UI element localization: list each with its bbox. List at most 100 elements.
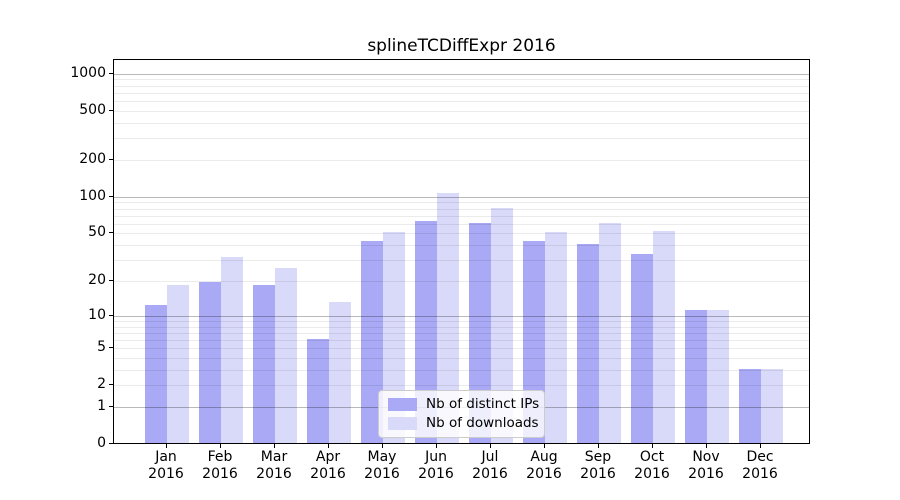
x-tick-month: Jan <box>155 449 177 465</box>
gridline-minor <box>114 215 809 217</box>
x-tick-mark <box>490 444 491 448</box>
x-tick-month: Nov <box>692 449 720 465</box>
x-tick-label: Apr 2016 <box>286 449 370 483</box>
gridline-minor <box>114 339 809 341</box>
x-tick-label: May 2016 <box>340 449 424 483</box>
bar-downloads <box>221 257 243 443</box>
x-tick-label: Jan 2016 <box>124 449 208 483</box>
gridline-minor <box>114 122 809 124</box>
x-tick-mark <box>166 444 167 448</box>
gridline-major <box>114 73 809 75</box>
x-tick-year: 2016 <box>580 466 616 482</box>
bar-downloads <box>437 192 459 443</box>
bar-distinct-ips <box>361 241 383 443</box>
bar-distinct-ips <box>253 285 275 443</box>
x-tick-label: Jun 2016 <box>394 449 478 483</box>
gridline-minor <box>114 369 809 371</box>
legend-swatch-distinct-ips <box>388 398 417 411</box>
gridline-minor <box>114 233 809 235</box>
x-tick-year: 2016 <box>148 466 184 482</box>
y-tick-mark <box>109 443 113 445</box>
x-tick-year: 2016 <box>472 466 508 482</box>
x-tick-year: 2016 <box>742 466 778 482</box>
x-tick-mark <box>706 444 707 448</box>
gridline-major <box>114 196 809 198</box>
x-tick-mark <box>328 444 329 448</box>
x-tick-year: 2016 <box>256 466 292 482</box>
x-tick-month: Jun <box>425 449 447 465</box>
gridline-minor <box>114 332 809 334</box>
y-tick-label: 50 <box>88 224 106 241</box>
x-tick-label: Jul 2016 <box>448 449 532 483</box>
bar-distinct-ips <box>145 305 167 443</box>
y-tick-mark <box>109 109 113 111</box>
y-tick-label: 2 <box>97 376 106 393</box>
bar-distinct-ips <box>631 253 653 443</box>
y-tick-label: 5 <box>97 339 106 356</box>
gridline-minor <box>114 92 809 94</box>
y-tick-mark <box>109 158 113 160</box>
legend-item-downloads: Nb of downloads <box>388 416 544 431</box>
x-tick-month: Apr <box>315 449 341 465</box>
y-tick-label: 200 <box>79 150 106 167</box>
bar-downloads <box>653 231 675 443</box>
bar-distinct-ips <box>307 338 329 443</box>
x-tick-label: Aug 2016 <box>502 449 586 483</box>
y-tick-mark <box>109 280 113 281</box>
bar-downloads <box>275 268 297 443</box>
bar-downloads <box>167 285 189 443</box>
bar-distinct-ips <box>469 222 491 443</box>
gridline-minor <box>114 159 809 161</box>
y-tick-mark <box>109 314 113 316</box>
chart-title: splineTCDiffExpr 2016 <box>367 36 556 56</box>
y-tick-mark <box>109 72 113 74</box>
legend-swatch-downloads <box>388 417 417 430</box>
gridline-minor <box>114 320 809 322</box>
x-tick-year: 2016 <box>310 466 346 482</box>
gridline-minor <box>114 208 809 210</box>
y-tick-label: 1000 <box>70 64 106 81</box>
bar-downloads <box>545 232 567 443</box>
x-tick-mark <box>760 444 761 448</box>
bar-downloads <box>761 368 783 443</box>
y-tick-label: 20 <box>88 272 106 288</box>
bar-distinct-ips <box>577 243 599 443</box>
legend-label: Nb of downloads <box>426 415 539 431</box>
x-tick-month: Dec <box>746 449 774 465</box>
gridline-minor <box>114 202 809 204</box>
gridline-major <box>114 315 809 317</box>
x-tick-label: Mar 2016 <box>232 449 316 483</box>
gridline-minor <box>114 281 809 282</box>
gridline-minor <box>114 385 809 387</box>
bar-distinct-ips <box>415 220 437 443</box>
gridline-minor <box>114 223 809 225</box>
x-tick-year: 2016 <box>418 466 454 482</box>
bar-downloads <box>329 301 351 443</box>
x-tick-year: 2016 <box>526 466 562 482</box>
x-tick-label: Oct 2016 <box>610 449 694 483</box>
y-tick-mark <box>109 406 113 408</box>
x-tick-month: May <box>367 449 397 465</box>
x-tick-year: 2016 <box>364 466 400 482</box>
bar-distinct-ips <box>685 309 707 443</box>
y-tick-label: 500 <box>79 101 106 118</box>
x-tick-label: Feb 2016 <box>178 449 262 483</box>
x-tick-mark <box>436 444 437 448</box>
plot-area <box>113 59 810 444</box>
y-tick-mark <box>109 195 113 197</box>
x-tick-mark <box>652 444 653 448</box>
x-tick-label: Dec 2016 <box>718 449 802 483</box>
x-tick-month: Feb <box>207 449 233 465</box>
gridline-minor <box>114 79 809 81</box>
y-tick-label: 0 <box>97 435 106 452</box>
x-tick-label: Sep 2016 <box>556 449 640 483</box>
x-tick-month: Sep <box>584 449 612 465</box>
y-tick-mark <box>109 232 113 234</box>
bar-distinct-ips <box>739 368 761 443</box>
gridline-minor <box>114 358 809 359</box>
gridline-minor <box>114 326 809 328</box>
x-tick-month: Mar <box>260 449 288 465</box>
x-tick-mark <box>382 444 383 448</box>
x-tick-month: Jul <box>481 449 499 465</box>
